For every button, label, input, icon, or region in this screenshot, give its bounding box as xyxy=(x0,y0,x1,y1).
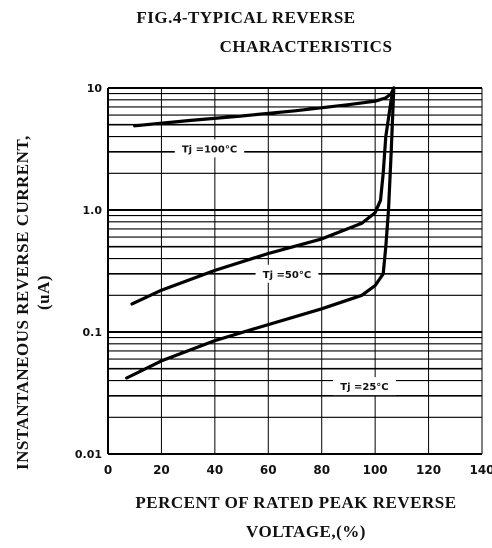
curve-label-background xyxy=(174,139,245,158)
series-line xyxy=(130,86,396,306)
x-tick-label: 20 xyxy=(153,463,170,477)
x-tick-label: 80 xyxy=(313,463,330,477)
x-tick-label: 40 xyxy=(207,463,224,477)
x-tick-label: 140 xyxy=(469,463,492,477)
x-tick-label: 120 xyxy=(416,463,441,477)
x-axis-label: PERCENT OF RATED PEAK REVERSE xyxy=(135,493,457,512)
curve-label: Tj =100°C xyxy=(182,144,237,155)
curve-label: Tj =25°C xyxy=(340,382,388,393)
chart-title: FIG.4-TYPICAL REVERSE xyxy=(136,8,356,27)
chart-subtitle: CHARACTERISTICS xyxy=(219,37,393,56)
y-tick-label: 0.1 xyxy=(83,326,103,339)
y-tick-label: 10 xyxy=(87,82,103,95)
series-line xyxy=(133,86,396,128)
y-tick-label: 1.0 xyxy=(83,204,103,217)
curve-label-background xyxy=(255,264,319,283)
y-tick-label: 0.01 xyxy=(75,448,102,461)
x-tick-label: 100 xyxy=(363,463,388,477)
series-line xyxy=(125,86,396,380)
x-axis-unit-label: VOLTAGE,(%) xyxy=(246,522,366,541)
curve-label-background xyxy=(333,377,396,396)
x-tick-label: 60 xyxy=(260,463,277,477)
curve-label: Tj =50°C xyxy=(263,270,311,281)
x-tick-label: 0 xyxy=(104,463,112,477)
